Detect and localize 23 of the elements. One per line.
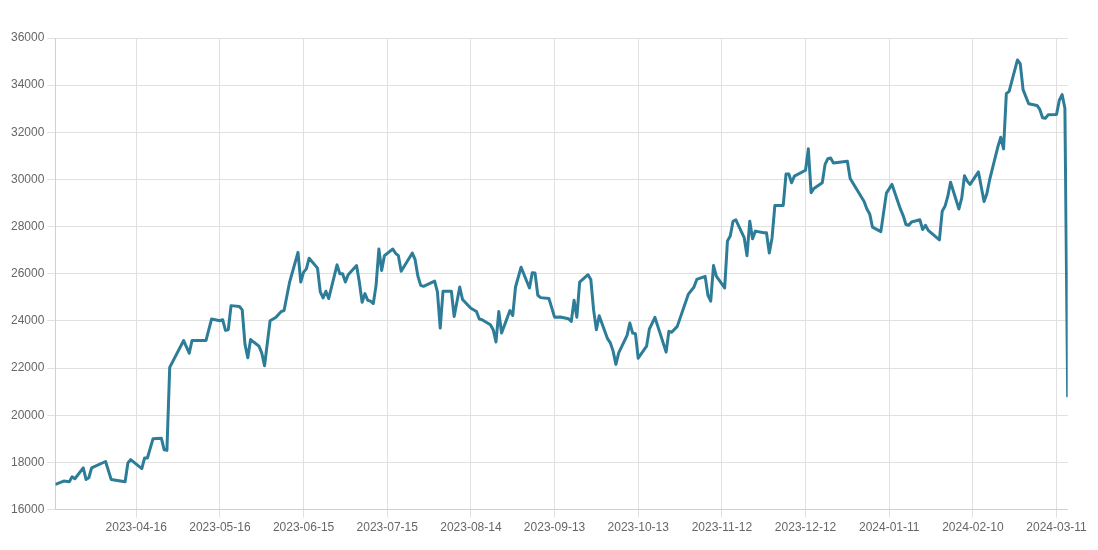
y-tick-label: 18000 (10, 454, 45, 469)
x-tick-label: 2023-05-16 (189, 520, 251, 535)
x-tick-label: 2024-03-11 (1026, 520, 1088, 535)
x-tick-label: 2023-06-15 (272, 520, 335, 535)
x-tick-label: 2023-09-13 (523, 520, 586, 535)
y-tick-label: 24000 (10, 313, 45, 328)
x-tick-label: 2023-12-12 (774, 520, 837, 535)
y-tick-label: 32000 (10, 124, 45, 139)
x-tick-label: 2023-08-14 (440, 520, 502, 535)
y-tick-label: 28000 (10, 218, 45, 233)
y-tick-label: 34000 (10, 77, 45, 92)
x-tick-label: 2023-10-13 (607, 520, 670, 535)
y-tick-label: 22000 (10, 360, 45, 375)
y-tick-label: 16000 (10, 501, 45, 516)
x-tick-label: 2023-07-15 (356, 520, 419, 535)
x-tick-label: 2024-02-10 (942, 520, 1004, 535)
y-tick-label: 36000 (10, 30, 45, 45)
x-tick-label: 2024-01-11 (858, 520, 920, 535)
y-tick-label: 20000 (10, 407, 45, 422)
y-tick-label: 30000 (10, 171, 45, 186)
x-tick-label: 2023-04-16 (105, 520, 168, 535)
y-tick-label: 26000 (10, 266, 45, 281)
x-tick-label: 2023-11-12 (691, 520, 753, 535)
